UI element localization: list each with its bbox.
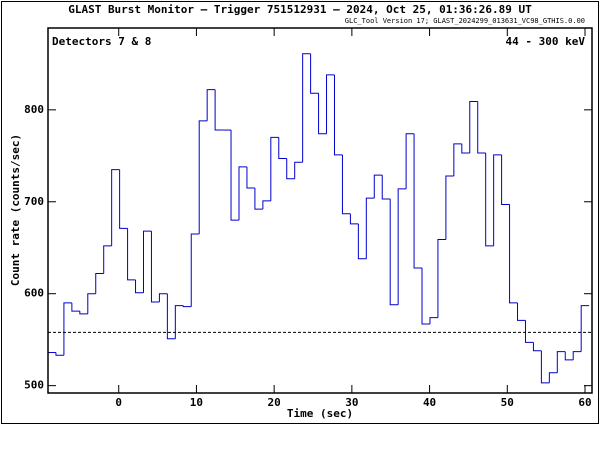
bin-step xyxy=(365,197,375,259)
bin-step xyxy=(150,231,160,303)
bin-step xyxy=(389,199,399,306)
bin-step xyxy=(71,302,80,312)
annotation: Detectors 7 & 8 xyxy=(52,35,151,48)
x-tick-label: 0 xyxy=(115,396,122,409)
bin-step xyxy=(246,166,255,189)
bin-step xyxy=(532,342,542,352)
bin-step xyxy=(485,153,494,247)
bin-step xyxy=(111,169,120,246)
bin-step xyxy=(238,166,247,221)
subtitle: GLC_Tool Version 17; GLAST_2024299_01363… xyxy=(345,17,585,25)
bin-step xyxy=(318,93,327,135)
bin-step xyxy=(445,175,454,240)
y-tick-label: 500 xyxy=(24,379,44,392)
bin-step xyxy=(190,233,200,307)
chart-title: GLAST Burst Monitor – Trigger 751512931 … xyxy=(68,3,532,16)
bin-step xyxy=(294,161,303,179)
bin-step xyxy=(437,238,446,318)
bin-step xyxy=(524,320,534,343)
bin-step xyxy=(127,228,136,281)
bin-step xyxy=(461,143,470,154)
bin-step xyxy=(302,53,311,163)
bin-step xyxy=(95,272,104,294)
bin-step xyxy=(501,154,510,206)
bin-step xyxy=(405,133,415,189)
y-axis-label: Count rate (counts/sec) xyxy=(9,134,22,286)
bin-step xyxy=(517,302,526,321)
bin-step xyxy=(63,302,72,356)
bin-step xyxy=(357,223,367,260)
bin-step xyxy=(429,317,438,325)
bin-step xyxy=(326,74,335,134)
bin-step xyxy=(572,351,582,360)
x-tick-label: 20 xyxy=(268,396,281,409)
x-tick-label: 50 xyxy=(501,396,514,409)
y-tick-label: 600 xyxy=(24,287,44,300)
x-tick-label: 30 xyxy=(345,396,358,409)
bin-step xyxy=(135,279,144,294)
bin-step xyxy=(158,293,168,302)
bin-step xyxy=(349,213,359,225)
annotation: 44 - 300 keV xyxy=(506,35,586,48)
bin-step xyxy=(333,74,343,156)
bin-step xyxy=(55,352,64,356)
bin-step xyxy=(103,245,112,274)
bin-step xyxy=(548,372,558,383)
x-axis-label: Time (sec) xyxy=(287,407,353,420)
bin-step xyxy=(540,350,550,384)
bin-step xyxy=(254,187,263,210)
bin-step xyxy=(214,89,224,131)
bin-step xyxy=(469,101,478,154)
bin-step xyxy=(174,305,184,339)
bin-step xyxy=(206,89,216,121)
bin-step xyxy=(119,169,128,229)
y-tick-label: 700 xyxy=(24,195,44,208)
x-tick-label: 60 xyxy=(578,396,591,409)
x-tick-label: 40 xyxy=(423,396,436,409)
bin-step xyxy=(477,101,486,154)
y-tick-label: 800 xyxy=(24,103,44,116)
bin-step xyxy=(564,351,574,361)
bin-step xyxy=(556,351,566,373)
bin-step xyxy=(286,158,295,180)
bin-step xyxy=(453,143,462,177)
bin-step xyxy=(79,311,88,315)
bin-step xyxy=(373,174,383,199)
bin-step xyxy=(341,154,351,215)
bin-step xyxy=(493,154,502,246)
bin-step xyxy=(142,230,152,293)
bin-step xyxy=(278,137,287,160)
bin-step xyxy=(413,133,423,269)
bin-step xyxy=(262,200,271,210)
bin-step xyxy=(580,305,590,352)
bin-step xyxy=(230,130,239,221)
bin-step xyxy=(270,136,279,201)
bin-step xyxy=(421,267,430,325)
x-tick-label: 10 xyxy=(190,396,203,409)
frame xyxy=(1,1,599,424)
bin-step xyxy=(310,53,319,94)
bin-step xyxy=(509,204,518,304)
bin-step xyxy=(166,293,176,340)
bin-step xyxy=(182,305,192,308)
bin-step xyxy=(87,293,96,314)
plot-frame xyxy=(47,27,593,394)
bin-step xyxy=(397,188,407,305)
bin-step xyxy=(381,175,391,200)
bin-step xyxy=(198,120,208,234)
